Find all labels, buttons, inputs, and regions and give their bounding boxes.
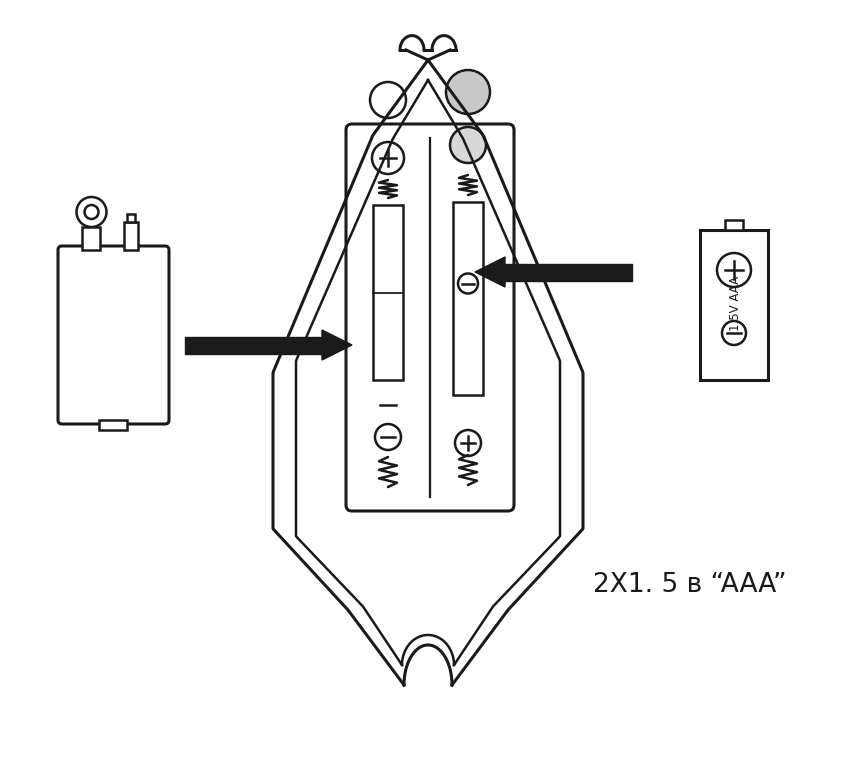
FancyBboxPatch shape — [346, 124, 514, 511]
Bar — [99, 420, 128, 430]
Text: 1.5V AAA: 1.5V AAA — [729, 275, 742, 331]
Bar — [128, 214, 135, 222]
Circle shape — [446, 70, 490, 114]
Polygon shape — [322, 330, 352, 360]
Bar — [725, 220, 743, 230]
FancyBboxPatch shape — [58, 246, 169, 424]
Bar — [373, 205, 403, 380]
Bar — [700, 230, 768, 380]
Circle shape — [450, 127, 486, 163]
Circle shape — [76, 197, 106, 227]
Polygon shape — [475, 257, 505, 287]
Bar — [453, 202, 483, 395]
Text: 2X1. 5 в “AAA”: 2X1. 5 в “AAA” — [593, 572, 787, 598]
Bar — [124, 222, 139, 250]
Bar — [82, 227, 100, 250]
